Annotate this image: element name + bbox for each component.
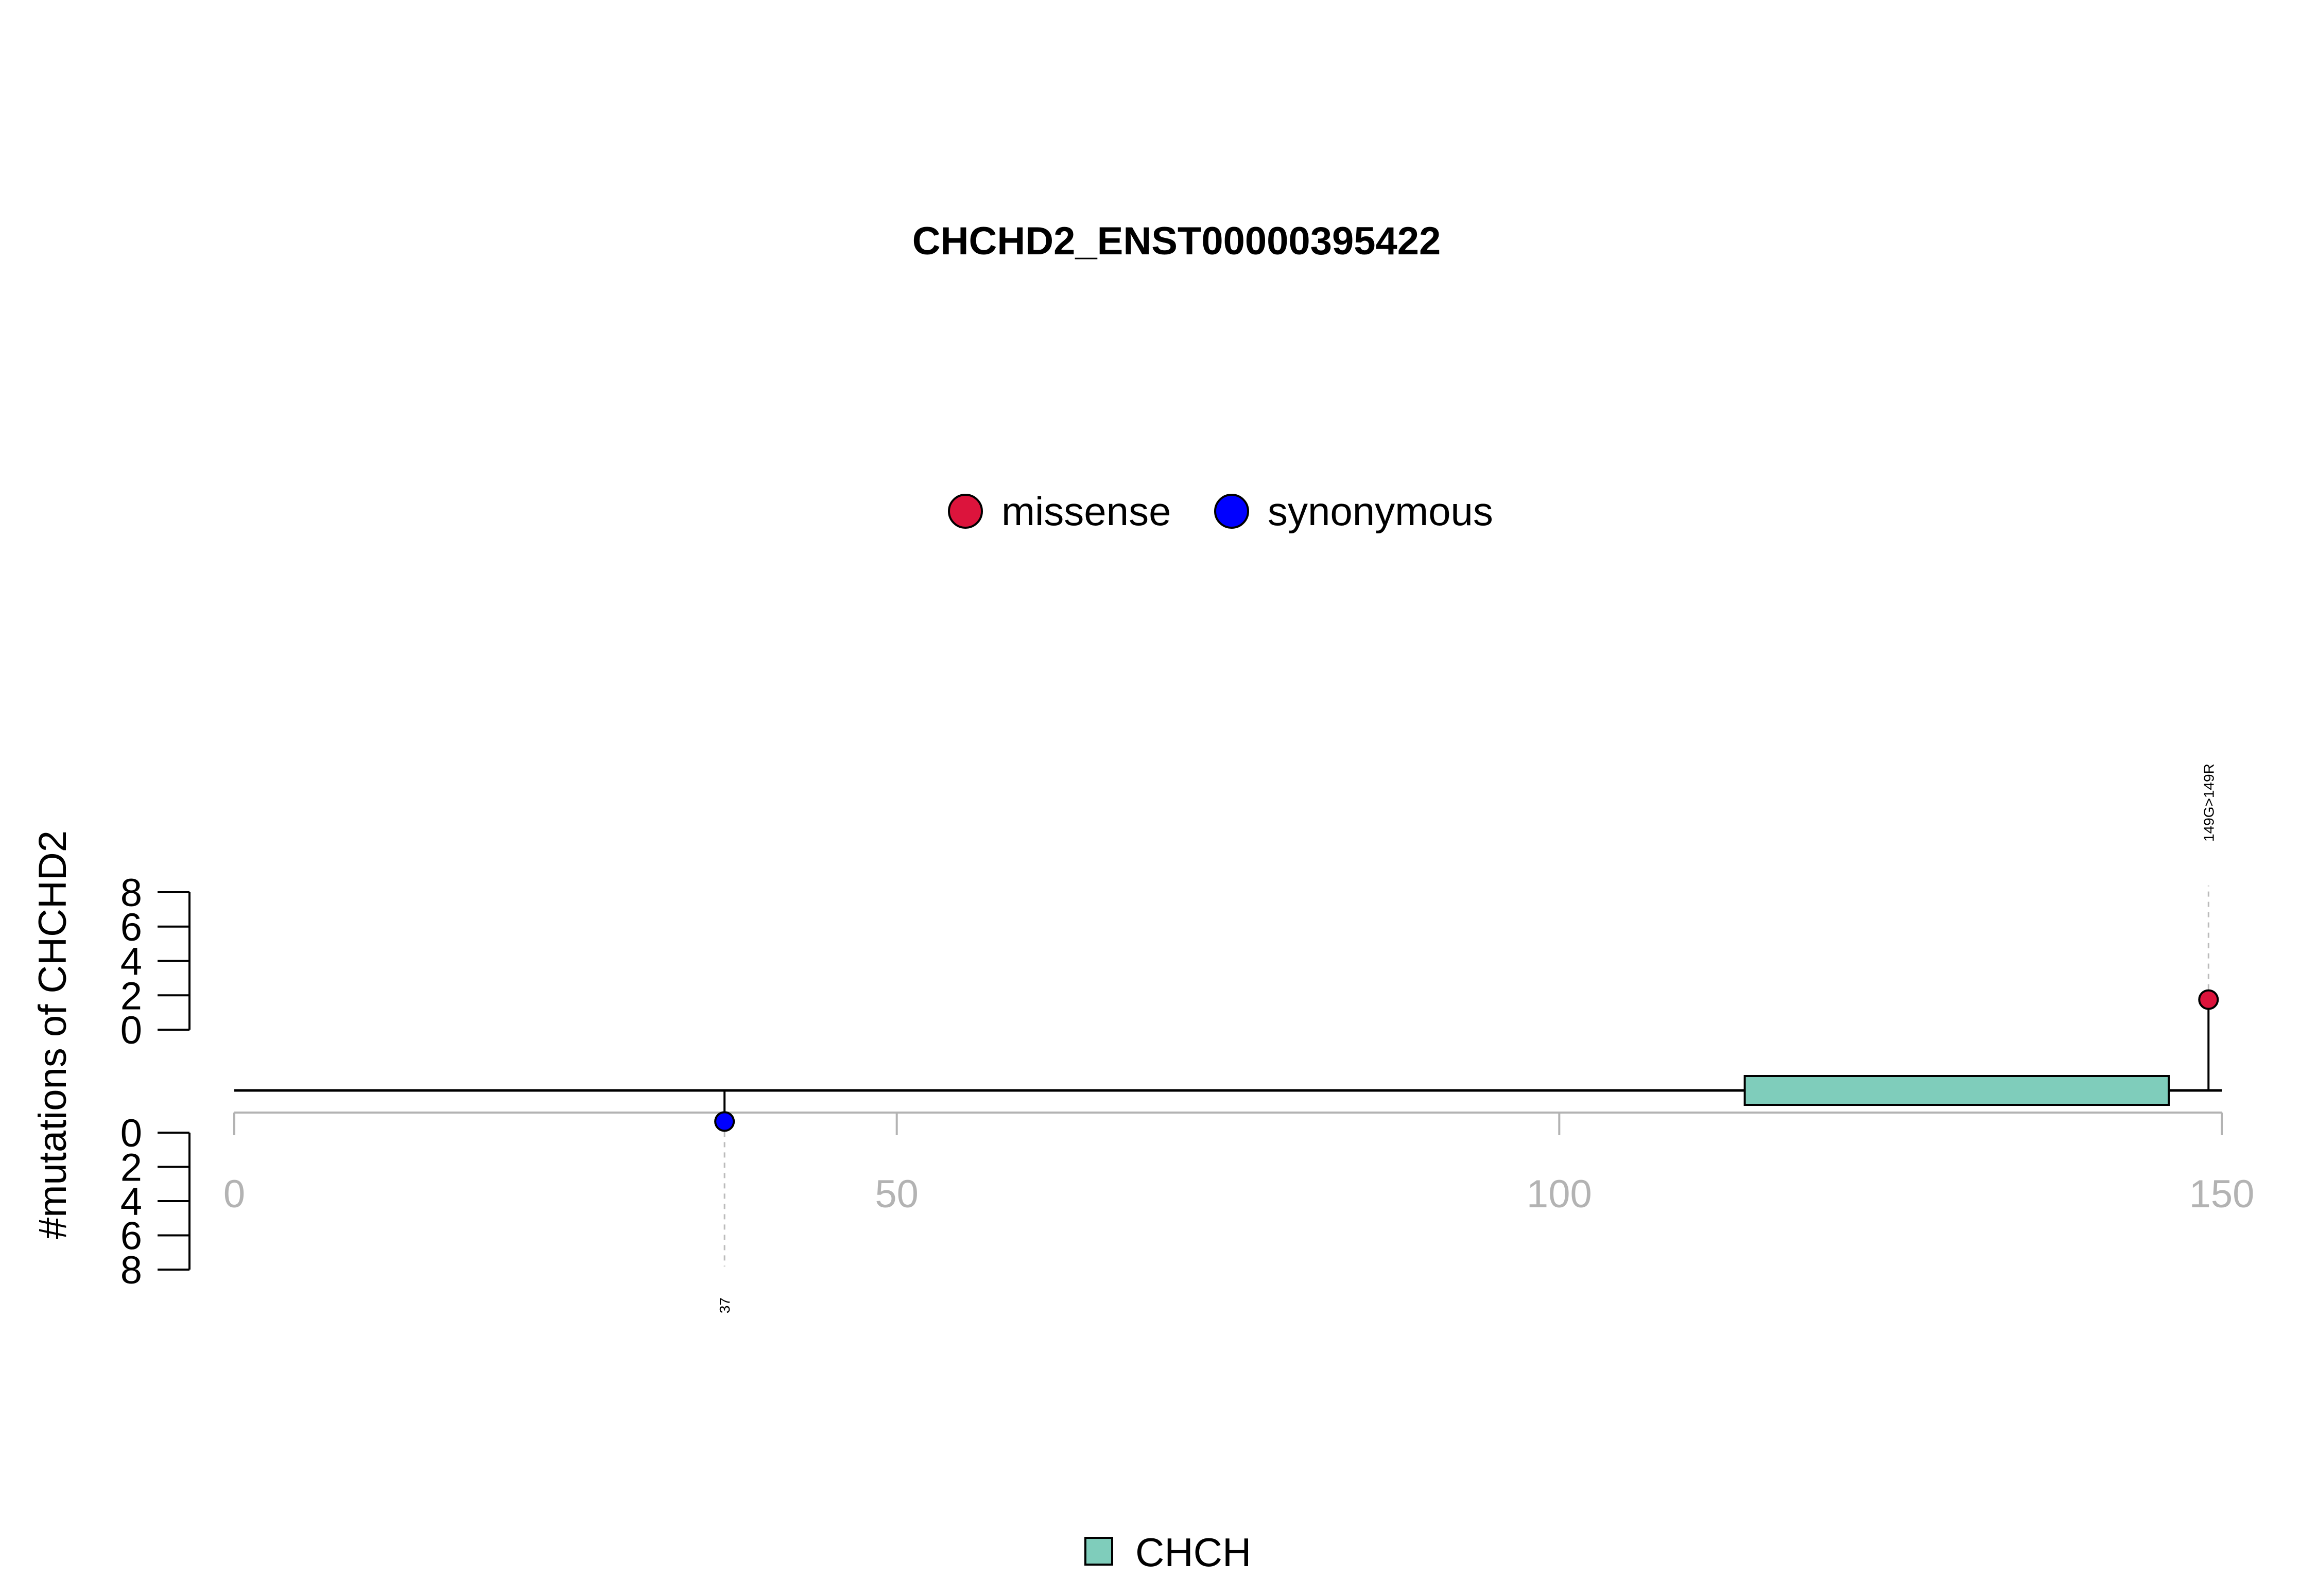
legend-label: missense <box>1001 489 1171 534</box>
domain-legend-item: CHCH <box>1084 1530 1251 1575</box>
y-tick-label: 2 <box>120 1146 142 1190</box>
y-tick-label: 8 <box>120 1248 142 1292</box>
legend-marker <box>1214 494 1249 529</box>
mutation-label: 149G>149R <box>2201 764 2217 842</box>
mutation-point <box>2198 989 2219 1010</box>
y-tick-label: 4 <box>120 1180 142 1224</box>
y-tick-label: 4 <box>120 940 142 984</box>
domain-legend-swatch <box>1084 1537 1113 1566</box>
legend-item-synonymous: synonymous <box>1214 489 1493 534</box>
mutation-label: 37 <box>717 1297 733 1313</box>
y-tick-label: 2 <box>120 974 142 1018</box>
x-tick-label: 50 <box>875 1172 919 1216</box>
legend-marker <box>948 494 983 529</box>
legend: missense synonymous <box>948 489 1493 534</box>
mutation-149G>149R: 149G>149R <box>2198 764 2219 1090</box>
domain-CHCH <box>1743 1075 2170 1106</box>
x-tick-label: 100 <box>1527 1172 1592 1216</box>
y-axis-label: #mutations of CHCHD2 <box>31 830 75 1239</box>
mutation-point <box>714 1111 735 1132</box>
legend-item-missense: missense <box>948 489 1171 534</box>
y-tick-label: 6 <box>120 906 142 949</box>
x-axis: 0 50 100 150 <box>223 1112 2255 1216</box>
y-tick-label: 0 <box>120 1009 142 1052</box>
mutation-37: 37 <box>714 1090 735 1313</box>
y-tick-label: 6 <box>120 1215 142 1258</box>
x-tick-label: 0 <box>223 1172 245 1216</box>
x-tick-label: 150 <box>2189 1172 2255 1216</box>
mutations: 37 149G>149R <box>714 764 2219 1313</box>
chart-title: CHCHD2_ENST00000395422 <box>912 219 1441 263</box>
legend-label: synonymous <box>1268 489 1493 534</box>
domains <box>1743 1075 2170 1106</box>
y-tick-label: 8 <box>120 871 142 915</box>
domain-legend-label: CHCH <box>1135 1530 1251 1575</box>
y-tick-label: 0 <box>120 1112 142 1155</box>
domain-legend: CHCH <box>1084 1530 1251 1575</box>
